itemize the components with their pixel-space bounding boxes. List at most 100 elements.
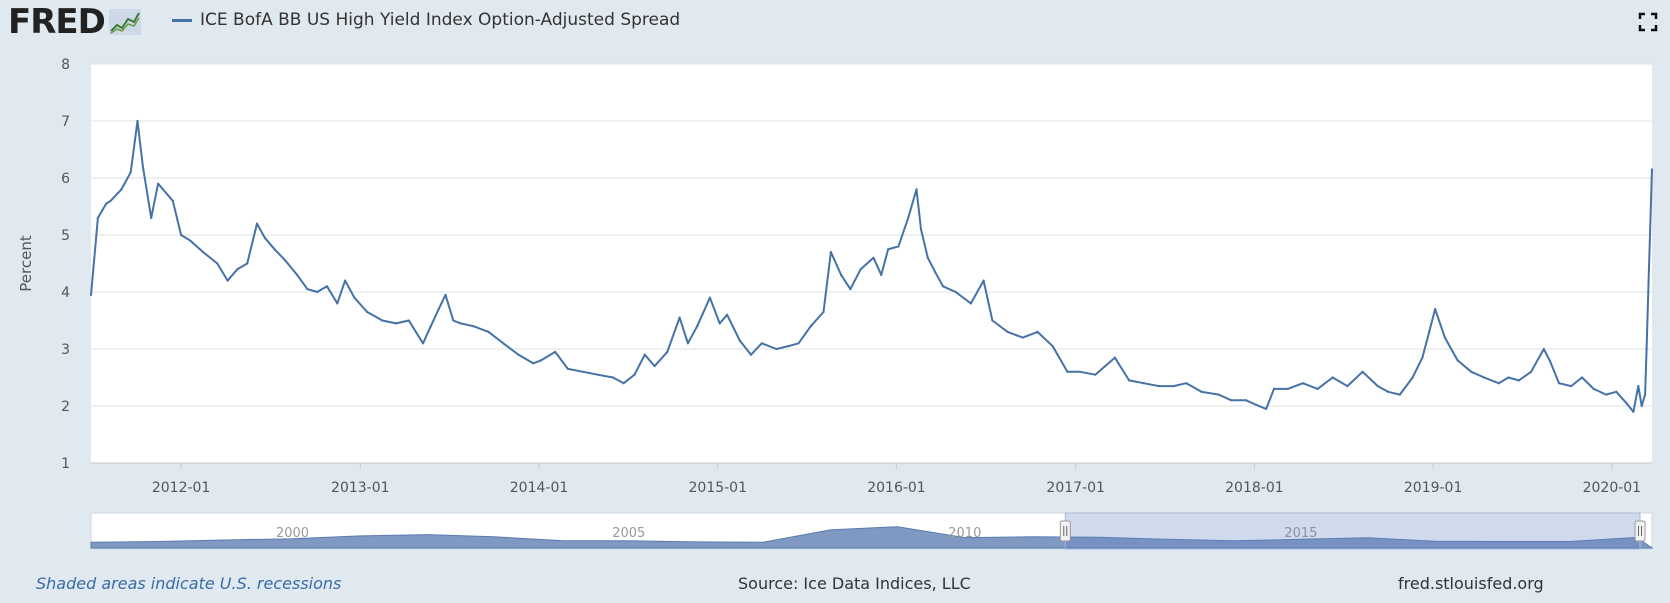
navigator-series-area bbox=[90, 526, 1654, 549]
data-point bbox=[1398, 393, 1401, 396]
data-point bbox=[1113, 356, 1116, 359]
data-point bbox=[915, 188, 918, 191]
data-point bbox=[1361, 370, 1364, 373]
fred-logo[interactable]: FRED bbox=[8, 4, 141, 40]
data-point bbox=[1172, 384, 1175, 388]
data-point bbox=[1529, 370, 1533, 373]
data-point bbox=[849, 288, 852, 291]
data-point bbox=[643, 353, 646, 356]
x-tick-label: 2013-01 bbox=[331, 480, 390, 496]
data-point bbox=[407, 319, 410, 322]
navigator-handle-right[interactable] bbox=[1634, 520, 1646, 542]
data-point bbox=[554, 350, 557, 353]
data-point bbox=[459, 322, 462, 325]
data-point bbox=[487, 330, 490, 333]
data-point bbox=[787, 345, 790, 348]
data-point bbox=[1244, 399, 1248, 402]
data-point bbox=[887, 248, 890, 251]
navigator-year-label: 2015 bbox=[1284, 526, 1317, 541]
data-point bbox=[1557, 382, 1561, 385]
data-point bbox=[296, 273, 299, 276]
data-point bbox=[1346, 384, 1349, 388]
data-point bbox=[1157, 384, 1161, 388]
data-point bbox=[1301, 382, 1304, 385]
data-point bbox=[738, 339, 741, 342]
fullscreen-icon[interactable] bbox=[1638, 12, 1658, 32]
data-point bbox=[366, 310, 369, 314]
data-point bbox=[472, 325, 475, 328]
data-point bbox=[421, 342, 425, 345]
y-tick-label: 4 bbox=[61, 285, 70, 301]
data-point bbox=[1517, 379, 1520, 382]
data-point bbox=[1456, 359, 1459, 362]
data-point bbox=[880, 273, 883, 276]
data-point bbox=[982, 279, 985, 282]
data-point bbox=[105, 202, 108, 205]
data-point bbox=[1036, 330, 1039, 333]
handle-grip[interactable] bbox=[1059, 520, 1071, 542]
data-point bbox=[444, 293, 447, 296]
data-point bbox=[1625, 402, 1628, 405]
data-point bbox=[202, 251, 205, 254]
chart-header: FRED ICE BofA BB US High Yield Index Opt… bbox=[0, 0, 1670, 44]
data-point bbox=[907, 216, 910, 219]
plot-area bbox=[91, 64, 1652, 463]
data-point bbox=[344, 279, 347, 282]
data-point bbox=[255, 222, 259, 225]
data-point bbox=[678, 316, 681, 319]
data-point bbox=[1257, 404, 1260, 408]
handle-grip[interactable] bbox=[1634, 520, 1646, 542]
data-point bbox=[872, 256, 875, 259]
data-point bbox=[1548, 359, 1551, 362]
data-point bbox=[161, 188, 165, 191]
series-line[interactable] bbox=[90, 120, 1653, 413]
data-point bbox=[1507, 376, 1510, 379]
data-point bbox=[822, 310, 825, 314]
data-point bbox=[941, 285, 945, 288]
recessions-note[interactable]: Shaded areas indicate U.S. recessions bbox=[36, 574, 342, 593]
fred-url[interactable]: fred.stlouisfed.org bbox=[1398, 574, 1544, 593]
x-tick-label: 2015-01 bbox=[689, 480, 748, 496]
data-point bbox=[129, 171, 132, 174]
navigator-handle-left[interactable] bbox=[1059, 520, 1071, 542]
data-point bbox=[969, 302, 972, 305]
data-point bbox=[760, 342, 763, 345]
data-point bbox=[263, 236, 266, 239]
data-point bbox=[226, 279, 229, 282]
data-point bbox=[1286, 387, 1289, 390]
data-point bbox=[666, 350, 669, 353]
data-point bbox=[696, 325, 699, 328]
data-point bbox=[539, 359, 543, 362]
data-point bbox=[273, 248, 276, 251]
data-point bbox=[1615, 390, 1618, 393]
data-point bbox=[1604, 393, 1608, 396]
data-point bbox=[1021, 336, 1024, 339]
data-point bbox=[1649, 216, 1652, 219]
data-point bbox=[1542, 347, 1545, 351]
x-tick-label: 2018-01 bbox=[1225, 480, 1284, 496]
navigator-selection[interactable] bbox=[1064, 512, 1641, 550]
data-point bbox=[775, 347, 778, 351]
y-tick-label: 3 bbox=[61, 342, 70, 358]
data-point bbox=[1647, 279, 1650, 282]
data-point bbox=[141, 165, 145, 168]
data-point bbox=[797, 342, 800, 345]
y-tick-label: 2 bbox=[61, 399, 70, 415]
data-point bbox=[1632, 410, 1635, 413]
data-point bbox=[1230, 399, 1233, 402]
data-point bbox=[216, 262, 219, 265]
legend-line-swatch bbox=[172, 18, 192, 22]
x-tick-label: 2014-01 bbox=[510, 480, 569, 496]
data-point bbox=[1482, 376, 1486, 379]
legend-series-title: ICE BofA BB US High Yield Index Option-A… bbox=[200, 10, 681, 30]
data-point bbox=[336, 302, 339, 305]
data-point bbox=[89, 293, 93, 296]
navigator-year-label: 2000 bbox=[276, 526, 309, 541]
data-point bbox=[1376, 384, 1379, 388]
y-tick-label: 6 bbox=[61, 171, 70, 187]
data-point bbox=[1428, 330, 1431, 333]
fred-chart-icon bbox=[108, 9, 141, 35]
chart-legend[interactable]: ICE BofA BB US High Yield Index Option-A… bbox=[172, 10, 680, 30]
data-point bbox=[1637, 384, 1640, 388]
